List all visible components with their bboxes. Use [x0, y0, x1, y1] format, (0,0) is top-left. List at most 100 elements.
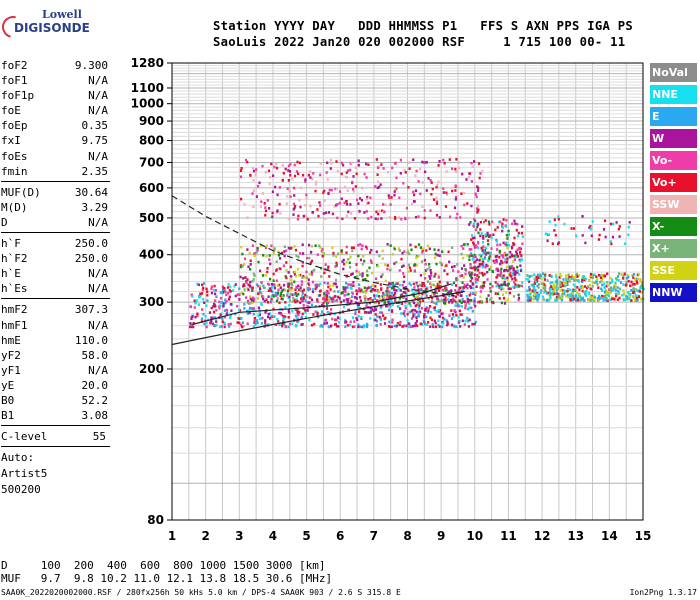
echo-point: [408, 266, 411, 270]
echo-point: [389, 244, 392, 247]
echo-point: [284, 306, 287, 309]
echo-point: [379, 306, 382, 310]
echo-point: [301, 295, 304, 298]
echo-point: [517, 296, 521, 300]
echo-point: [548, 274, 551, 277]
echo-point: [311, 298, 314, 302]
echo-point: [582, 290, 585, 294]
echo-point: [317, 284, 320, 288]
echo-point: [510, 266, 513, 270]
echo-point: [472, 286, 475, 290]
echo-point: [376, 281, 379, 284]
echo-point: [264, 319, 267, 322]
echo-point: [252, 272, 255, 276]
echo-point: [433, 275, 436, 278]
echo-point: [632, 282, 635, 286]
echo-point: [366, 322, 369, 326]
echo-point: [269, 277, 272, 281]
param-value: 30.64: [74, 185, 108, 199]
echo-point: [632, 276, 635, 279]
echo-point: [249, 297, 252, 301]
echo-point: [378, 315, 381, 319]
echo-point: [259, 285, 262, 288]
echo-point: [284, 315, 287, 319]
echo-point: [468, 293, 471, 297]
echo-point: [433, 256, 437, 260]
echo-point: [557, 292, 560, 296]
echo-point: [355, 297, 358, 300]
echo-point: [306, 216, 309, 219]
echo-point: [555, 273, 558, 277]
echo-point: [334, 187, 337, 191]
echo-point: [513, 219, 516, 223]
echo-point: [542, 298, 545, 301]
echo-point: [578, 294, 581, 298]
echo-point: [256, 249, 259, 252]
echo-point: [221, 288, 225, 291]
echo-point: [355, 263, 358, 266]
echo-point: [553, 218, 556, 222]
y-tick-label: 1000: [131, 97, 164, 111]
param-value: N/A: [88, 267, 108, 281]
echo-point: [605, 289, 608, 292]
echo-point: [403, 250, 406, 253]
echo-point: [554, 286, 557, 290]
echo-point: [323, 281, 326, 285]
echo-point: [236, 304, 239, 308]
echo-point: [242, 283, 245, 286]
echo-point: [354, 301, 357, 304]
echo-point: [364, 299, 367, 302]
echo-point: [510, 275, 513, 278]
echo-point: [404, 291, 407, 294]
echo-point: [308, 272, 311, 276]
echo-point: [434, 290, 437, 294]
echo-point: [429, 316, 432, 320]
echo-point: [512, 269, 515, 272]
echo-point: [578, 288, 581, 292]
echo-point: [246, 299, 250, 303]
echo-point: [442, 322, 445, 325]
echo-point: [363, 311, 367, 314]
echo-point: [423, 209, 426, 212]
echo-point: [430, 181, 433, 184]
echo-point: [622, 289, 625, 292]
echo-point: [418, 304, 421, 307]
echo-point: [312, 269, 315, 273]
echo-point: [633, 278, 637, 281]
echo-point: [455, 301, 458, 305]
y-tick-label: 500: [139, 211, 164, 225]
echo-point: [224, 301, 227, 305]
echo-point: [450, 317, 454, 320]
echo-point: [239, 175, 243, 179]
logo-lowell: Lowell: [42, 8, 82, 21]
param-name: foF2: [1, 59, 28, 72]
echo-point: [393, 247, 396, 251]
echo-point: [331, 212, 334, 216]
echo-point: [407, 270, 410, 273]
legend-item: SSW: [650, 195, 697, 214]
echo-point: [267, 312, 270, 316]
echo-point: [568, 280, 571, 283]
echo-point: [381, 295, 384, 298]
echo-point: [347, 258, 350, 261]
echo-point: [556, 278, 559, 282]
echo-point: [374, 308, 378, 311]
echo-point: [528, 297, 531, 301]
echo-point: [218, 306, 221, 310]
echo-point: [321, 247, 324, 251]
echo-point: [300, 317, 303, 320]
echo-point: [290, 288, 293, 292]
echo-point: [251, 244, 254, 247]
echo-point: [266, 315, 270, 319]
echo-point: [304, 315, 307, 319]
echo-point: [536, 273, 540, 277]
echo-point: [359, 299, 362, 302]
echo-point: [278, 311, 281, 315]
echo-point: [504, 300, 507, 303]
echo-point: [346, 324, 349, 327]
echo-point: [315, 285, 318, 289]
echo-point: [359, 325, 362, 329]
echo-point: [496, 226, 499, 229]
echo-point: [588, 226, 591, 229]
echo-point: [319, 246, 322, 249]
